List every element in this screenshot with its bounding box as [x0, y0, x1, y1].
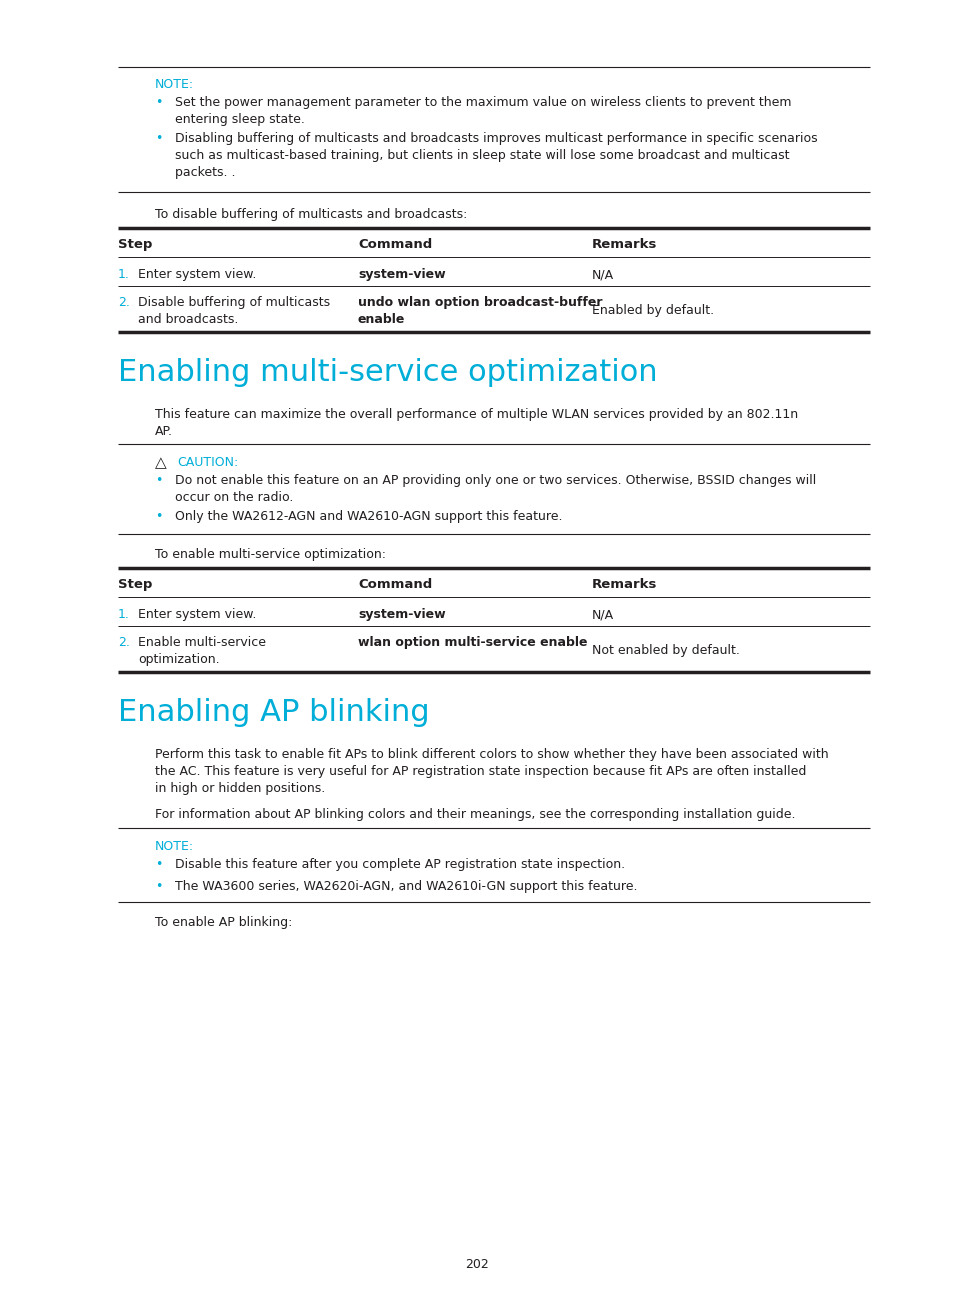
Text: Step: Step — [118, 578, 152, 591]
Text: Enabling multi-service optimization: Enabling multi-service optimization — [118, 358, 657, 388]
Text: For information about AP blinking colors and their meanings, see the correspondi: For information about AP blinking colors… — [154, 807, 795, 820]
Text: Step: Step — [118, 238, 152, 251]
Text: •: • — [154, 880, 162, 893]
Text: wlan option multi-service enable: wlan option multi-service enable — [357, 636, 587, 649]
Text: •: • — [154, 96, 162, 109]
Text: 202: 202 — [465, 1258, 488, 1271]
Text: Enable multi-service
optimization.: Enable multi-service optimization. — [138, 636, 266, 666]
Text: Command: Command — [357, 578, 432, 591]
Text: •: • — [154, 511, 162, 524]
Text: •: • — [154, 474, 162, 487]
Text: Enabled by default.: Enabled by default. — [592, 305, 714, 318]
Text: undo wlan option broadcast-buffer
enable: undo wlan option broadcast-buffer enable — [357, 295, 602, 327]
Text: NOTE:: NOTE: — [154, 840, 193, 853]
Text: Disable this feature after you complete AP registration state inspection.: Disable this feature after you complete … — [174, 858, 624, 871]
Text: 2.: 2. — [118, 295, 130, 308]
Text: CAUTION:: CAUTION: — [177, 456, 238, 469]
Text: 1.: 1. — [118, 608, 130, 621]
Text: To enable multi-service optimization:: To enable multi-service optimization: — [154, 548, 386, 561]
Text: Enter system view.: Enter system view. — [138, 268, 256, 281]
Text: The WA3600 series, WA2620i-AGN, and WA2610i-GN support this feature.: The WA3600 series, WA2620i-AGN, and WA26… — [174, 880, 637, 893]
Text: Perform this task to enable fit APs to blink different colors to show whether th: Perform this task to enable fit APs to b… — [154, 748, 828, 794]
Text: N/A: N/A — [592, 608, 614, 621]
Text: 1.: 1. — [118, 268, 130, 281]
Text: To enable AP blinking:: To enable AP blinking: — [154, 916, 292, 929]
Text: This feature can maximize the overall performance of multiple WLAN services prov: This feature can maximize the overall pe… — [154, 408, 798, 438]
Text: •: • — [154, 858, 162, 871]
Text: Command: Command — [357, 238, 432, 251]
Text: system-view: system-view — [357, 608, 445, 621]
Text: To disable buffering of multicasts and broadcasts:: To disable buffering of multicasts and b… — [154, 207, 467, 222]
Text: △: △ — [154, 455, 167, 470]
Text: system-view: system-view — [357, 268, 445, 281]
Text: Remarks: Remarks — [592, 578, 657, 591]
Text: Enter system view.: Enter system view. — [138, 608, 256, 621]
Text: Set the power management parameter to the maximum value on wireless clients to p: Set the power management parameter to th… — [174, 96, 791, 126]
Text: N/A: N/A — [592, 268, 614, 281]
Text: Disabling buffering of multicasts and broadcasts improves multicast performance : Disabling buffering of multicasts and br… — [174, 132, 817, 179]
Text: Not enabled by default.: Not enabled by default. — [592, 644, 740, 657]
Text: Do not enable this feature on an AP providing only one or two services. Otherwis: Do not enable this feature on an AP prov… — [174, 474, 816, 504]
Text: Remarks: Remarks — [592, 238, 657, 251]
Text: •: • — [154, 132, 162, 145]
Text: Disable buffering of multicasts
and broadcasts.: Disable buffering of multicasts and broa… — [138, 295, 330, 327]
Text: NOTE:: NOTE: — [154, 78, 193, 91]
Text: Only the WA2612-AGN and WA2610-AGN support this feature.: Only the WA2612-AGN and WA2610-AGN suppo… — [174, 511, 562, 524]
Text: Enabling AP blinking: Enabling AP blinking — [118, 699, 429, 727]
Text: 2.: 2. — [118, 636, 130, 649]
